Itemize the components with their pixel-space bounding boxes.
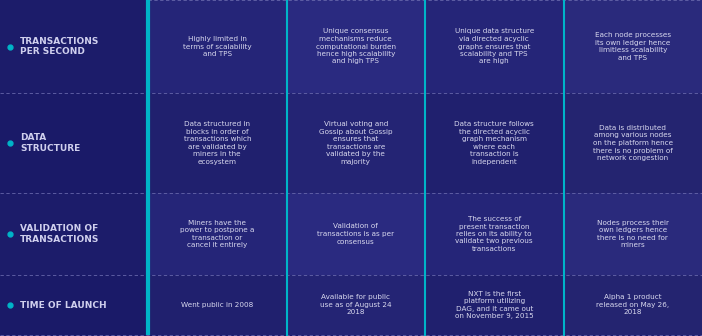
Bar bbox=[148, 275, 286, 335]
Text: Unique data structure
via directed acyclic
graphs ensures that
scalability and T: Unique data structure via directed acycl… bbox=[455, 29, 534, 65]
Text: Highly limited in
terms of scalability
and TPS: Highly limited in terms of scalability a… bbox=[183, 36, 251, 57]
Bar bbox=[425, 0, 564, 93]
Bar bbox=[425, 93, 564, 193]
Text: Miners have the
power to postpone a
transaction or
cancel it entirely: Miners have the power to postpone a tran… bbox=[180, 220, 254, 248]
Bar bbox=[286, 93, 425, 193]
Bar bbox=[148, 93, 286, 193]
Bar bbox=[425, 193, 564, 275]
Bar bbox=[148, 193, 286, 275]
Text: Alpha 1 product
released on May 26,
2018: Alpha 1 product released on May 26, 2018 bbox=[596, 294, 669, 316]
Text: Data is distributed
among various nodes
on the platform hence
there is no proble: Data is distributed among various nodes … bbox=[592, 125, 673, 161]
Bar bbox=[0, 93, 148, 193]
Text: Virtual voting and
Gossip about Gossip
ensures that
transactions are
validated b: Virtual voting and Gossip about Gossip e… bbox=[319, 121, 392, 165]
Text: Nodes process their
own ledgers hence
there is no need for
miners: Nodes process their own ledgers hence th… bbox=[597, 220, 669, 248]
Bar bbox=[564, 93, 702, 193]
Bar bbox=[425, 275, 564, 335]
Text: TIME OF LAUNCH: TIME OF LAUNCH bbox=[20, 300, 107, 309]
Text: NXT is the first
platform utilizing
DAG, and it came out
on November 9, 2015: NXT is the first platform utilizing DAG,… bbox=[455, 291, 534, 319]
Bar bbox=[286, 193, 425, 275]
Bar bbox=[0, 193, 148, 275]
Text: Went public in 2008: Went public in 2008 bbox=[181, 302, 253, 308]
Text: Each node processes
its own ledger hence
limitless scalability
and TPS: Each node processes its own ledger hence… bbox=[595, 32, 671, 61]
Text: The success of
present transaction
relies on its ability to
validate two previou: The success of present transaction relie… bbox=[456, 216, 533, 252]
Text: Unique consensus
mechanisms reduce
computational burden
hence high scalability
a: Unique consensus mechanisms reduce compu… bbox=[316, 29, 396, 65]
Text: DATA
STRUCTURE: DATA STRUCTURE bbox=[20, 133, 80, 153]
Text: Validation of
transactions is as per
consensus: Validation of transactions is as per con… bbox=[317, 223, 395, 245]
Text: TRANSACTIONS
PER SECOND: TRANSACTIONS PER SECOND bbox=[20, 37, 100, 56]
Text: Available for public
use as of August 24
2018: Available for public use as of August 24… bbox=[320, 294, 392, 316]
Text: Data structured in
blocks in order of
transactions which
are validated by
miners: Data structured in blocks in order of tr… bbox=[183, 121, 251, 165]
Text: Data structure follows
the directed acyclic
graph mechanism
where each
transacti: Data structure follows the directed acyc… bbox=[454, 121, 534, 165]
Bar bbox=[564, 193, 702, 275]
Bar bbox=[286, 0, 425, 93]
Bar bbox=[0, 275, 148, 335]
Bar bbox=[148, 0, 286, 93]
Bar bbox=[0, 0, 148, 93]
Bar bbox=[564, 0, 702, 93]
Bar bbox=[286, 275, 425, 335]
Text: VALIDATION OF
TRANSACTIONS: VALIDATION OF TRANSACTIONS bbox=[20, 224, 100, 244]
Bar bbox=[564, 275, 702, 335]
